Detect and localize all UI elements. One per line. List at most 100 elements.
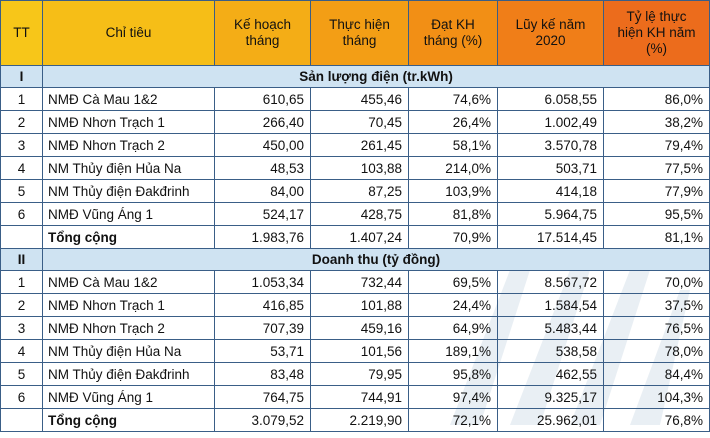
header-dat-kh: Đạt KH tháng (%) <box>408 0 498 66</box>
row-thuc-hien: 732,44 <box>310 270 409 294</box>
row-tt: 4 <box>0 156 43 180</box>
total-luy-ke: 17.514,45 <box>497 225 604 249</box>
row-tt: 2 <box>0 293 43 317</box>
table-row: 3 NMĐ Nhơn Trạch 2 707,39 459,16 64,9% 5… <box>0 316 710 340</box>
row-luy-ke: 5.964,75 <box>497 202 604 226</box>
row-luy-ke: 3.570,78 <box>497 133 604 157</box>
section-roman: I <box>0 65 43 88</box>
row-tt: 3 <box>0 316 43 340</box>
total-row: Tổng cộng 3.079,52 2.219,90 72,1% 25.962… <box>0 408 710 432</box>
row-dat-kh: 64,9% <box>408 316 498 340</box>
row-dat-kh: 103,9% <box>408 179 498 203</box>
section-header-row: I Sản lượng điện (tr.kWh) <box>0 65 710 88</box>
row-ty-le: 76,5% <box>603 316 710 340</box>
row-luy-ke: 414,18 <box>497 179 604 203</box>
table-row: 4 NM Thủy điện Hủa Na 53,71 101,56 189,1… <box>0 339 710 363</box>
row-name: NMĐ Vũng Áng 1 <box>42 385 215 409</box>
table-row: 2 NMĐ Nhơn Trạch 1 266,40 70,45 26,4% 1.… <box>0 110 710 134</box>
header-luy-ke: Lũy kế năm 2020 <box>497 0 604 66</box>
table-row: 4 NM Thủy điện Hủa Na 48,53 103,88 214,0… <box>0 156 710 180</box>
total-label: Tổng cộng <box>42 225 215 249</box>
total-ty-le: 76,8% <box>603 408 710 432</box>
row-thuc-hien: 79,95 <box>310 362 409 386</box>
table-row: 3 NMĐ Nhơn Trạch 2 450,00 261,45 58,1% 3… <box>0 133 710 157</box>
row-luy-ke: 6.058,55 <box>497 87 604 111</box>
row-ty-le: 37,5% <box>603 293 710 317</box>
row-name: NM Thủy điện Đakđrinh <box>42 362 215 386</box>
row-dat-kh: 81,8% <box>408 202 498 226</box>
row-ke-hoach: 48,53 <box>214 156 311 180</box>
table-row: 5 NM Thủy điện Đakđrinh 84,00 87,25 103,… <box>0 179 710 203</box>
row-ke-hoach: 707,39 <box>214 316 311 340</box>
section-roman: II <box>0 248 43 271</box>
row-thuc-hien: 101,56 <box>310 339 409 363</box>
section-header-row: II Doanh thu (tỷ đồng) <box>0 248 710 271</box>
row-ty-le: 38,2% <box>603 110 710 134</box>
row-tt <box>0 408 43 432</box>
row-ke-hoach: 416,85 <box>214 293 311 317</box>
total-dat-kh: 72,1% <box>408 408 498 432</box>
table-row: 6 NMĐ Vũng Áng 1 764,75 744,91 97,4% 9.3… <box>0 385 710 409</box>
row-tt <box>0 225 43 249</box>
row-ty-le: 78,0% <box>603 339 710 363</box>
row-dat-kh: 74,6% <box>408 87 498 111</box>
row-dat-kh: 97,4% <box>408 385 498 409</box>
row-thuc-hien: 87,25 <box>310 179 409 203</box>
total-ty-le: 81,1% <box>603 225 710 249</box>
row-name: NM Thủy điện Hủa Na <box>42 156 215 180</box>
row-thuc-hien: 101,88 <box>310 293 409 317</box>
row-ty-le: 84,4% <box>603 362 710 386</box>
row-luy-ke: 462,55 <box>497 362 604 386</box>
row-luy-ke: 1.584,54 <box>497 293 604 317</box>
table-row: 5 NM Thủy điện Đakđrinh 83,48 79,95 95,8… <box>0 362 710 386</box>
row-ke-hoach: 610,65 <box>214 87 311 111</box>
row-name: NMĐ Cà Mau 1&2 <box>42 270 215 294</box>
row-dat-kh: 58,1% <box>408 133 498 157</box>
total-label: Tổng cộng <box>42 408 215 432</box>
row-luy-ke: 1.002,49 <box>497 110 604 134</box>
row-ke-hoach: 1.053,34 <box>214 270 311 294</box>
row-thuc-hien: 428,75 <box>310 202 409 226</box>
row-tt: 5 <box>0 362 43 386</box>
total-luy-ke: 25.962,01 <box>497 408 604 432</box>
row-dat-kh: 26,4% <box>408 110 498 134</box>
total-ke-hoach: 3.079,52 <box>214 408 311 432</box>
row-ty-le: 77,9% <box>603 179 710 203</box>
row-tt: 3 <box>0 133 43 157</box>
row-luy-ke: 9.325,17 <box>497 385 604 409</box>
row-name: NMĐ Nhơn Trạch 1 <box>42 293 215 317</box>
row-tt: 2 <box>0 110 43 134</box>
header-ty-le: Tỷ lệ thực hiện KH năm (%) <box>603 0 710 66</box>
row-tt: 5 <box>0 179 43 203</box>
row-name: NMĐ Nhơn Trạch 1 <box>42 110 215 134</box>
row-ty-le: 77,5% <box>603 156 710 180</box>
row-thuc-hien: 103,88 <box>310 156 409 180</box>
row-ke-hoach: 53,71 <box>214 339 311 363</box>
total-row: Tổng cộng 1.983,76 1.407,24 70,9% 17.514… <box>0 225 710 249</box>
section-title: Sản lượng điện (tr.kWh) <box>42 65 710 88</box>
total-ke-hoach: 1.983,76 <box>214 225 311 249</box>
row-thuc-hien: 459,16 <box>310 316 409 340</box>
row-name: NMĐ Cà Mau 1&2 <box>42 87 215 111</box>
row-dat-kh: 24,4% <box>408 293 498 317</box>
table-row: 1 NMĐ Cà Mau 1&2 1.053,34 732,44 69,5% 8… <box>0 270 710 294</box>
row-name: NMĐ Nhơn Trạch 2 <box>42 316 215 340</box>
row-dat-kh: 69,5% <box>408 270 498 294</box>
row-thuc-hien: 455,46 <box>310 87 409 111</box>
row-luy-ke: 8.567,72 <box>497 270 604 294</box>
row-thuc-hien: 261,45 <box>310 133 409 157</box>
row-name: NM Thủy điện Hủa Na <box>42 339 215 363</box>
row-luy-ke: 538,58 <box>497 339 604 363</box>
row-name: NMĐ Nhơn Trạch 2 <box>42 133 215 157</box>
header-ke-hoach: Kế hoạch tháng <box>214 0 311 66</box>
row-thuc-hien: 70,45 <box>310 110 409 134</box>
table-header-row: TT Chỉ tiêu Kế hoạch tháng Thực hiện tháng… <box>0 0 710 66</box>
row-ty-le: 95,5% <box>603 202 710 226</box>
row-tt: 6 <box>0 202 43 226</box>
row-dat-kh: 95,8% <box>408 362 498 386</box>
total-thuc-hien: 2.219,90 <box>310 408 409 432</box>
total-thuc-hien: 1.407,24 <box>310 225 409 249</box>
row-ke-hoach: 84,00 <box>214 179 311 203</box>
row-tt: 4 <box>0 339 43 363</box>
